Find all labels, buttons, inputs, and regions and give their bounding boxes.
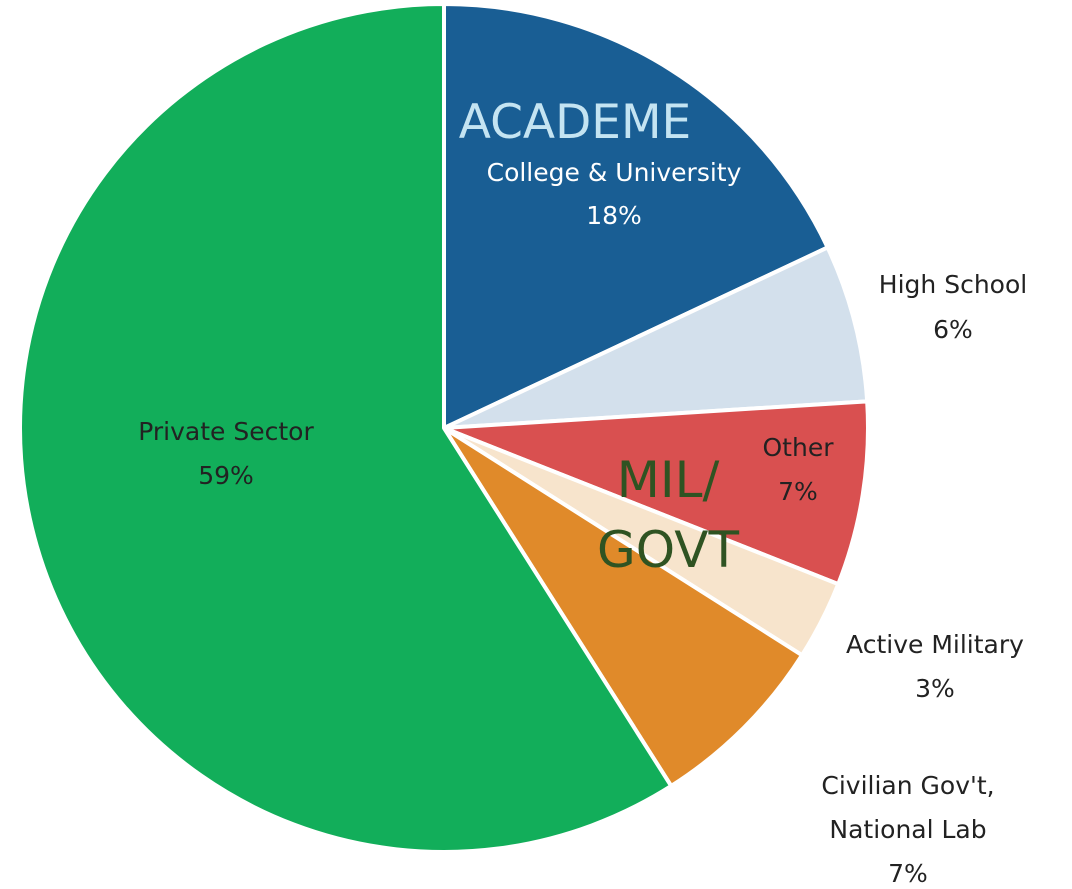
- pie-slice-other: [442, 399, 870, 587]
- group-annotations: ACADEME MIL/GOVT: [459, 95, 740, 579]
- pie-slices: [18, 2, 870, 854]
- slice-label: Civilian Gov't,: [821, 771, 994, 800]
- group-annotation: GOVT: [597, 521, 739, 579]
- pie-slice-civilian-gov-t-national-lab: [442, 426, 804, 788]
- slice-label: High School: [879, 270, 1027, 299]
- slice-label: College & University: [487, 158, 742, 187]
- pie-slice-college-university: [442, 2, 830, 430]
- slice-label: Private Sector: [138, 417, 314, 446]
- group-annotation: ACADEME: [459, 95, 691, 150]
- pie-slice-private-sector: [18, 2, 674, 854]
- pie-labels: College & University 18% High School 6% Othe…: [138, 158, 1027, 888]
- slice-label: Active Military: [846, 630, 1024, 659]
- slice-value-label: 6%: [933, 315, 973, 344]
- slice-label: Other: [763, 433, 835, 462]
- slice-value-label: 18%: [586, 201, 642, 230]
- slice-label: National Lab: [829, 815, 986, 844]
- group-annotation: MIL/: [617, 451, 720, 509]
- slice-value-label: 59%: [198, 461, 254, 490]
- pie-slice-high-school: [442, 245, 870, 430]
- slice-value-label: 7%: [888, 859, 928, 885]
- slice-value-label: 3%: [915, 674, 955, 703]
- slice-value-label: 7%: [778, 477, 818, 506]
